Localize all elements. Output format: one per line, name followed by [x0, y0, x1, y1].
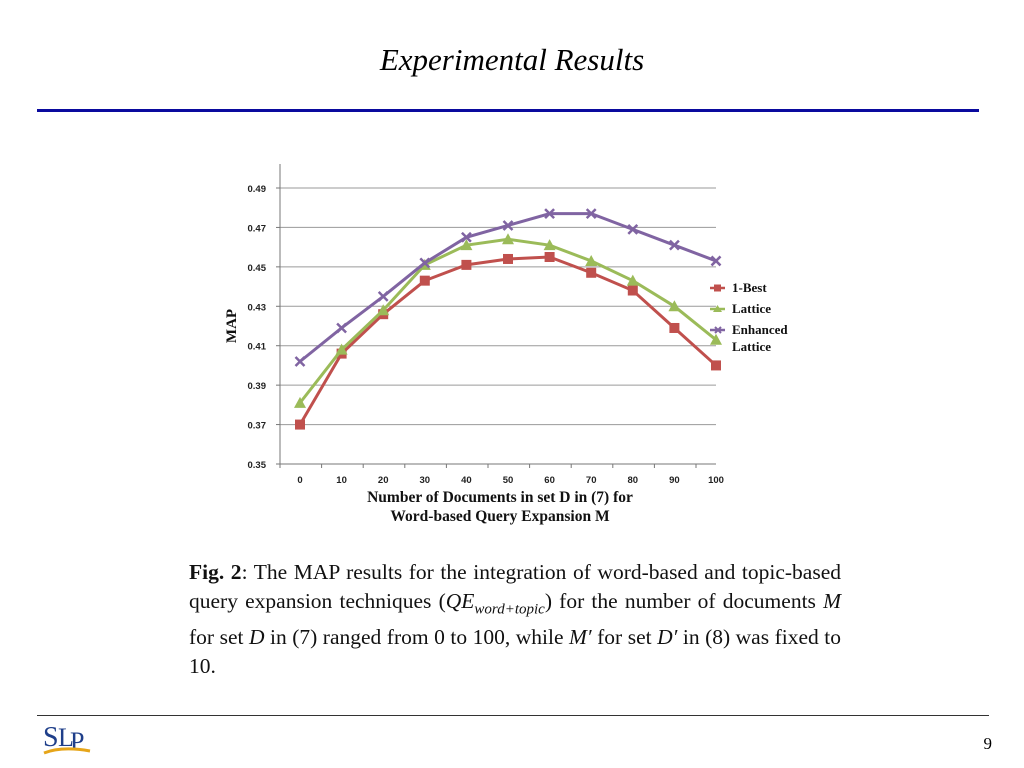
data-point-2	[419, 257, 431, 269]
y-tick-label: 0.47	[248, 223, 267, 234]
data-point-1	[460, 239, 473, 251]
legend-label: Lattice	[732, 339, 771, 354]
data-point-2	[710, 255, 722, 267]
x-tick-label: 50	[503, 475, 514, 486]
svg-text:P: P	[70, 727, 84, 756]
footer-divider	[37, 715, 989, 716]
legend-marker	[714, 284, 721, 292]
y-tick-label: 0.35	[248, 460, 267, 471]
y-tick-label: 0.39	[248, 381, 267, 392]
data-point-2	[627, 224, 639, 235]
data-point-2	[377, 291, 389, 302]
y-tick-label: 0.37	[248, 421, 267, 432]
var-d: D	[248, 625, 265, 650]
data-point-1	[543, 239, 556, 251]
x-tick-label: 80	[628, 475, 639, 486]
x-tick-label: 100	[708, 475, 724, 486]
y-axis-label: MAP	[224, 309, 240, 343]
data-point-1	[377, 304, 390, 316]
data-point-1	[335, 343, 348, 355]
data-point-0	[461, 259, 472, 270]
caption-text-1: : The MAP results for the integration of…	[189, 560, 842, 613]
data-point-2	[669, 239, 680, 251]
x-tick-label: 20	[378, 475, 389, 486]
caption-text-2: ) for the number of documents	[544, 588, 824, 613]
qe-subscript: word+topic	[474, 600, 545, 617]
data-point-1	[710, 333, 722, 345]
legend-marker	[714, 326, 722, 334]
data-point-2	[502, 220, 514, 231]
title-divider	[37, 109, 979, 112]
data-point-2	[585, 208, 597, 220]
figure-caption: Fig. 2: The MAP results for the integrat…	[189, 558, 841, 680]
data-point-2	[461, 231, 472, 243]
x-tick-label: 40	[461, 475, 472, 486]
x-tick-label: 30	[420, 475, 431, 486]
data-point-0	[503, 253, 513, 264]
var-d-prime: D′	[657, 625, 678, 650]
y-tick-label: 0.45	[248, 263, 267, 274]
y-tick-label: 0.43	[248, 302, 267, 313]
var-m-prime: M′	[569, 625, 592, 650]
data-point-2	[336, 322, 347, 334]
data-point-1	[502, 233, 514, 245]
caption-text-4: in (7) ranged from 0 to 100, while	[264, 625, 569, 650]
data-point-0	[627, 285, 638, 296]
y-tick-label: 0.49	[248, 184, 267, 195]
series-line-0	[298, 255, 718, 426]
page-number: 9	[983, 734, 993, 753]
data-point-2	[294, 356, 306, 367]
svg-text:S: S	[43, 722, 59, 753]
slide-title: Experimental Results	[379, 42, 645, 77]
legend-label: 1-Best	[732, 280, 767, 295]
legend-marker	[713, 305, 722, 312]
caption-text-5: for set	[591, 625, 658, 650]
data-point-0	[295, 419, 305, 430]
qe-symbol: QE	[445, 588, 475, 613]
x-tick-label: 60	[544, 475, 555, 486]
data-point-0	[419, 275, 430, 286]
x-tick-label: 0	[297, 475, 302, 486]
caption-text-3: for set	[189, 625, 249, 650]
legend-label: Lattice	[732, 301, 771, 316]
var-m: M	[823, 588, 842, 613]
y-tick-label: 0.41	[248, 342, 267, 353]
data-point-0	[711, 360, 721, 371]
x-tick-label: 10	[336, 475, 347, 486]
figure-label: Fig. 2	[189, 560, 242, 584]
slp-logo: S L P	[43, 722, 91, 756]
caption-text-6: in (8) was fixed to 10.	[189, 625, 842, 678]
data-point-1	[585, 254, 598, 266]
legend-label: Enhanced	[732, 322, 788, 337]
x-axis-label: Number of Documents in set D in (7) for	[367, 489, 633, 506]
data-point-1	[668, 300, 681, 312]
data-point-1	[626, 274, 639, 286]
data-point-0	[586, 267, 597, 278]
x-axis-label: Word-based Query Expansion M	[390, 508, 610, 525]
data-point-0	[544, 252, 555, 262]
x-tick-label: 90	[669, 475, 680, 486]
svg-text:L: L	[58, 723, 74, 752]
data-point-0	[669, 322, 680, 333]
x-tick-label: 70	[586, 475, 597, 486]
data-point-2	[544, 208, 555, 220]
data-point-1	[294, 396, 306, 408]
map-line-chart: 0.35 0.37 0.39 0.41 0.43 0.45 0.47 0.49 0 10 20 30 4…	[224, 164, 788, 525]
